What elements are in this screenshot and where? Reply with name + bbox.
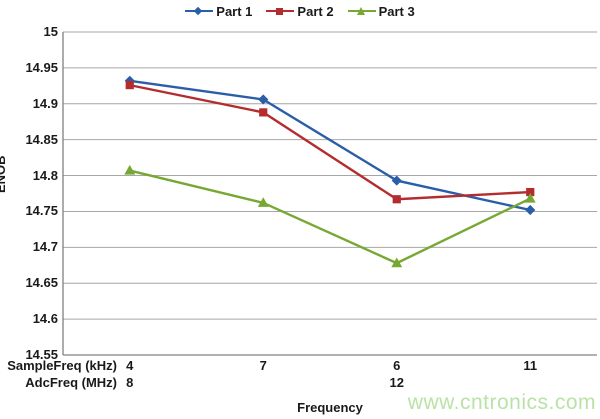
y-tick-label: 14.6	[32, 311, 58, 327]
part1-diamond-marker-icon	[185, 5, 214, 17]
legend-label-part3: Part 3	[378, 3, 415, 19]
x-axis-value: 11	[523, 358, 538, 373]
x-axis-value: 8	[126, 375, 134, 390]
watermark: www.cntronics.com	[407, 391, 596, 414]
legend-item-part2: Part 2	[266, 3, 334, 19]
y-tick-label: 15	[43, 24, 58, 39]
legend-item-part1: Part 1	[185, 4, 252, 19]
y-tick-label: 14.7	[32, 239, 58, 255]
y-tick-label: 14.95	[25, 59, 58, 75]
x-axis-row-adcfreq: AdcFreq (MHz) 8 12	[0, 375, 600, 391]
legend-label-part1: Part 1	[216, 3, 253, 19]
x-axis-row-samplefreq: SampleFreq (kHz) 4 7 6 11	[0, 358, 600, 374]
y-tick-label: 14.8	[32, 167, 58, 183]
legend-item-part3: Part 3	[347, 3, 415, 19]
y-tick-label: 14.65	[25, 275, 58, 291]
y-tick-label: 14.85	[25, 131, 58, 147]
legend: Part 1 Part 2 Part 3	[0, 2, 600, 20]
x-axis-value: 7	[259, 358, 267, 373]
x-axis-value: 4	[126, 358, 134, 373]
x-axis-value: 6	[393, 358, 401, 373]
part2-square-marker-icon	[266, 5, 295, 17]
y-tick-label: 14.75	[25, 203, 58, 219]
adcfreq-row-label: AdcFreq (MHz)	[25, 375, 117, 390]
y-tick-label: 14.55	[25, 347, 58, 362]
x-axis-title: Frequency	[297, 400, 363, 415]
x-axis-value: 12	[389, 375, 404, 390]
part3-triangle-marker-icon	[347, 5, 376, 17]
y-tick-label: 14.9	[32, 95, 58, 111]
samplefreq-row-label: SampleFreq (kHz)	[7, 358, 117, 373]
legend-label-part2: Part 2	[297, 3, 334, 19]
